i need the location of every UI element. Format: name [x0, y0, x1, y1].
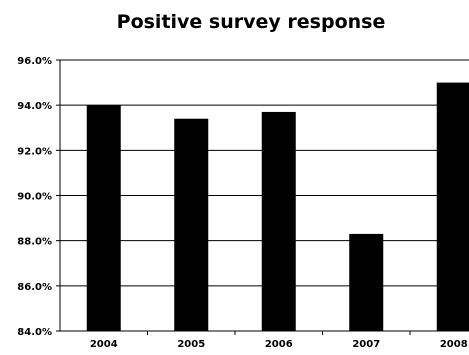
y-tick-label: 84.0%: [17, 327, 52, 338]
y-tick-labels: 84.0% 86.0% 88.0% 90.0% 92.0% 94.0% 96.0%: [17, 56, 52, 338]
y-tick-label: 92.0%: [17, 146, 52, 157]
bar-2008: [436, 82, 469, 331]
y-tick-label: 96.0%: [17, 56, 52, 67]
bars: [86, 82, 469, 332]
x-tick-label: 2006: [265, 339, 293, 350]
x-tick-label: 2007: [352, 339, 380, 350]
bar-2005: [174, 118, 209, 331]
y-tick-label: 94.0%: [17, 101, 52, 112]
x-tick-label: 2008: [440, 339, 468, 350]
y-tick-label: 90.0%: [17, 192, 52, 203]
y-tick-label: 88.0%: [17, 237, 52, 248]
axes: [56, 59, 469, 335]
x-tick-label: 2004: [90, 339, 118, 350]
x-tick-label: 2005: [177, 339, 205, 350]
chart-title: Positive survey response: [117, 11, 386, 33]
x-tick-labels: 2004 2005 2006 2007 2008: [90, 339, 468, 350]
bar-2004: [86, 105, 121, 332]
y-tick-label: 86.0%: [17, 282, 52, 293]
bar-2006: [261, 111, 296, 331]
bar-2007: [349, 233, 384, 331]
